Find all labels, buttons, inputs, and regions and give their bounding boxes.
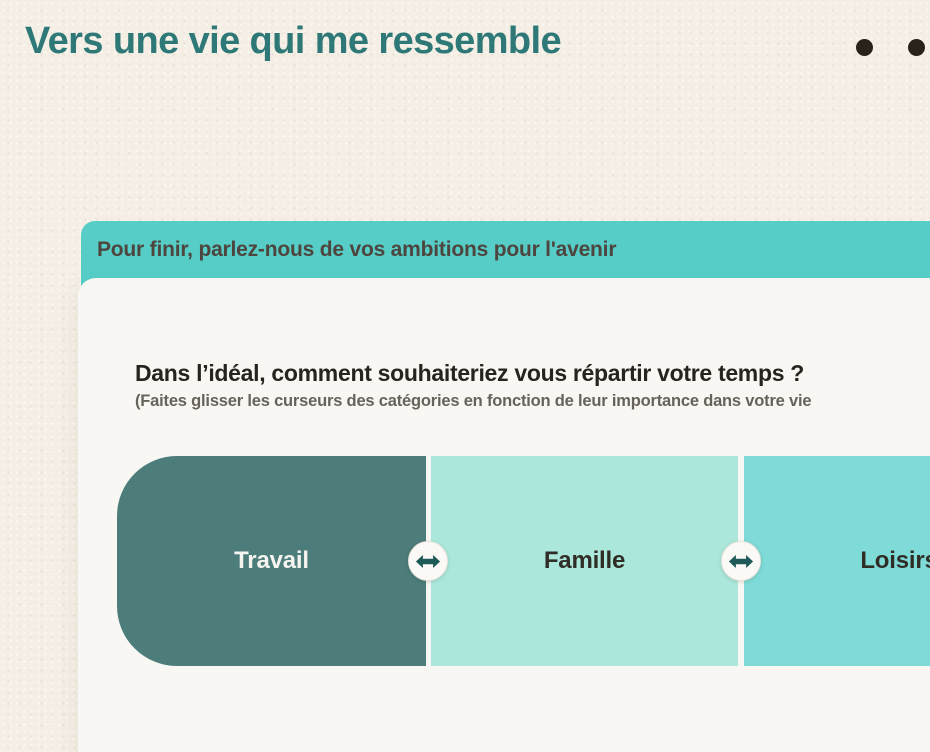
question-hint: (Faites glisser les curseurs des catégor… bbox=[135, 392, 812, 410]
slider-handle-travail-famille[interactable] bbox=[408, 541, 448, 581]
question-title: Dans l’idéal, comment souhaiteriez vous … bbox=[135, 360, 805, 386]
segment-label-famille: Famille bbox=[543, 547, 626, 574]
card-header-title: Pour finir, parlez-nous de vos ambitions… bbox=[97, 238, 617, 261]
segment-label-travail: Travail bbox=[234, 547, 309, 574]
horizontal-resize-arrow-icon bbox=[728, 554, 754, 569]
page-title: Vers une vie qui me ressemble bbox=[25, 20, 562, 62]
dot-icon bbox=[856, 39, 873, 56]
time-allocation-slider: Travail Famille Loisirs bbox=[117, 456, 930, 666]
slider-segment-loisirs: Loisirs bbox=[744, 456, 930, 666]
dot-icon bbox=[908, 39, 925, 56]
segment-label-loisirs: Loisirs bbox=[860, 547, 930, 574]
pagination-dots bbox=[856, 39, 925, 56]
horizontal-resize-arrow-icon bbox=[415, 554, 441, 569]
card-body: Dans l’idéal, comment souhaiteriez vous … bbox=[78, 278, 930, 752]
slider-segment-famille: Famille bbox=[431, 456, 738, 666]
slider-segment-travail: Travail bbox=[117, 456, 426, 666]
slider-handle-famille-loisirs[interactable] bbox=[721, 541, 761, 581]
